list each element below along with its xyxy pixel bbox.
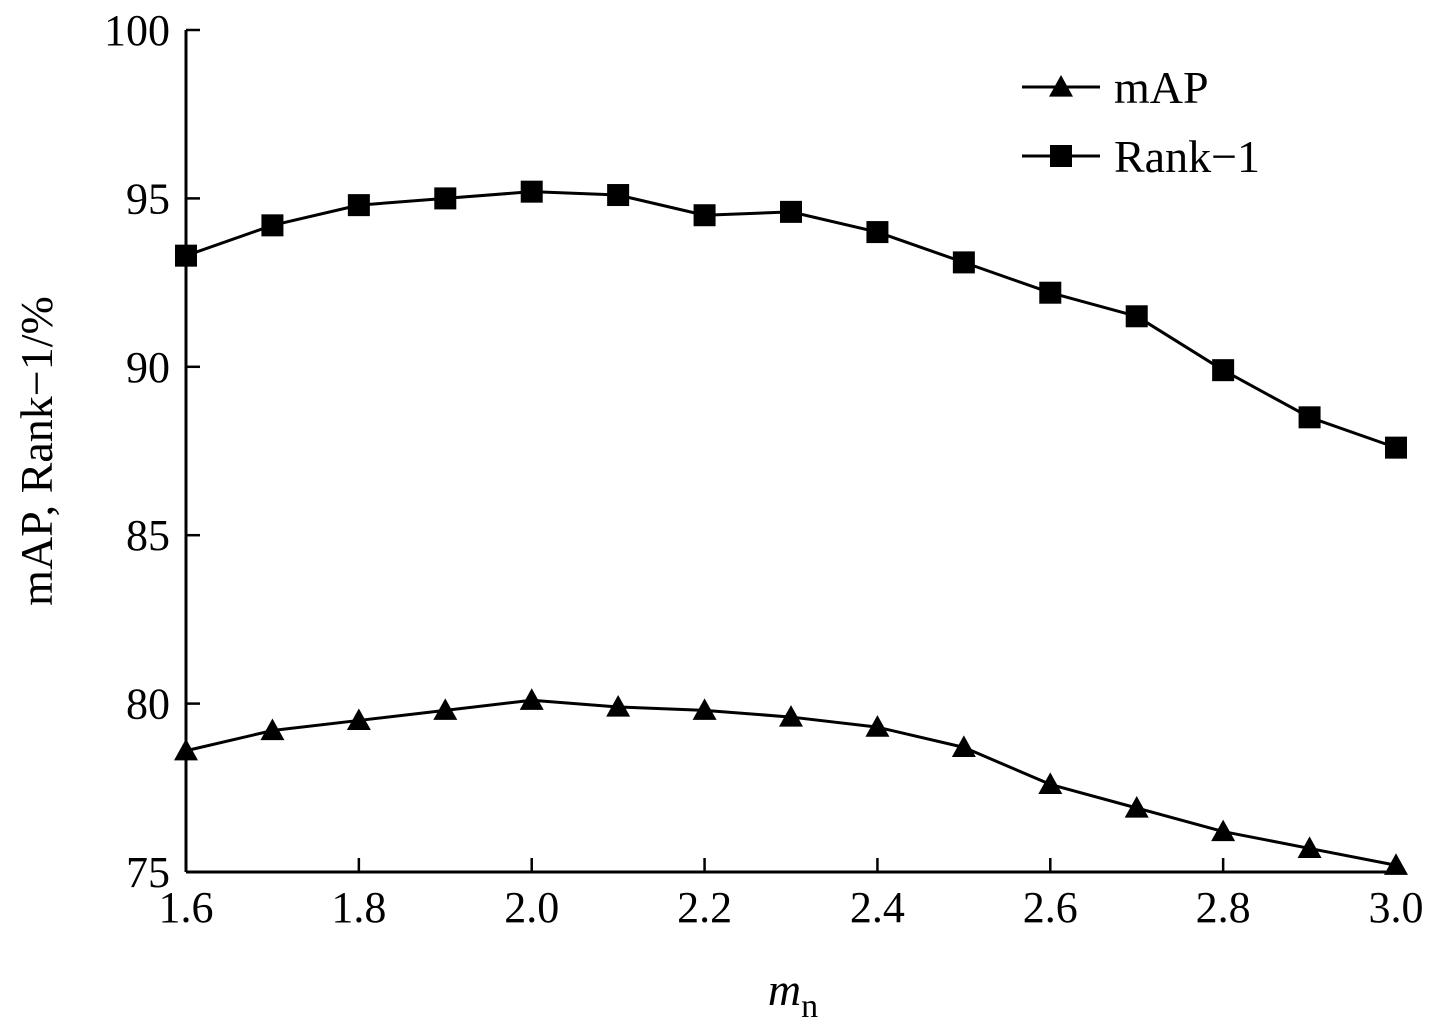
data-point-triangle (1297, 836, 1322, 859)
data-point-triangle (260, 718, 285, 741)
data-point-square (866, 221, 889, 244)
data-point-square (693, 204, 716, 227)
axes (184, 30, 1396, 874)
x-tick-label: 2.2 (677, 883, 732, 932)
data-point-triangle (346, 708, 371, 731)
x-axis-label: mn (768, 964, 818, 1025)
legend-label: Rank−1 (1114, 131, 1260, 182)
series-layer (174, 180, 1408, 875)
data-point-square (780, 200, 802, 223)
data-point-triangle (692, 698, 717, 720)
legend-marker-triangle (1049, 75, 1073, 97)
data-point-triangle (1384, 853, 1408, 875)
data-point-triangle (865, 715, 890, 737)
x-tick-label: 1.8 (331, 883, 386, 932)
data-point-triangle (1124, 796, 1149, 818)
legend-marker-square (1050, 145, 1072, 167)
legend-label: mAP (1114, 62, 1209, 113)
x-tick-label: 1.6 (159, 883, 214, 932)
y-tick-label: 80 (126, 680, 170, 729)
x-tick-label: 3.0 (1369, 883, 1424, 932)
data-point-square (1298, 406, 1321, 429)
data-point-triangle (779, 705, 803, 727)
data-point-square (347, 194, 370, 217)
data-point-square (520, 180, 543, 203)
x-axis-label-subscript: n (801, 988, 818, 1025)
y-axis-label: mAP, Rank−1/% (11, 296, 62, 606)
series-0 (174, 688, 1408, 875)
series-1 (175, 180, 1407, 459)
data-point-square (434, 187, 457, 210)
series-line (185, 190, 1397, 450)
x-axis-label-main: m (768, 964, 801, 1015)
data-point-square (175, 244, 197, 267)
y-tick-label: 90 (126, 343, 170, 392)
y-tick-label: 100 (104, 6, 170, 55)
data-point-triangle (1211, 819, 1236, 842)
data-point-triangle (1038, 772, 1063, 795)
y-tick-label: 75 (126, 848, 170, 897)
data-point-square (607, 184, 630, 207)
y-tick-label: 85 (126, 511, 170, 560)
x-tick-label: 2.8 (1196, 883, 1251, 932)
data-point-triangle (519, 688, 544, 710)
data-point-square (952, 251, 975, 274)
data-point-triangle (433, 698, 458, 720)
data-point-square (1212, 359, 1235, 382)
data-point-square (1125, 305, 1148, 328)
data-point-triangle (174, 738, 198, 761)
data-point-square (1385, 436, 1407, 459)
data-point-triangle (951, 735, 976, 757)
y-tick-label: 95 (126, 174, 170, 223)
data-point-square (1039, 281, 1062, 304)
data-point-triangle (606, 694, 631, 717)
x-tick-label: 2.6 (1023, 883, 1078, 932)
axis-ticks: 1.6 1.8 2.0 2.2 2.4 2.6 2.8 3.0 75 80 85 90 95 100 (104, 6, 1424, 932)
data-point-square (261, 214, 284, 237)
x-tick-label: 2.4 (850, 883, 905, 932)
x-tick-label: 2.0 (504, 883, 559, 932)
legend: mAP Rank−1 (1022, 62, 1260, 182)
